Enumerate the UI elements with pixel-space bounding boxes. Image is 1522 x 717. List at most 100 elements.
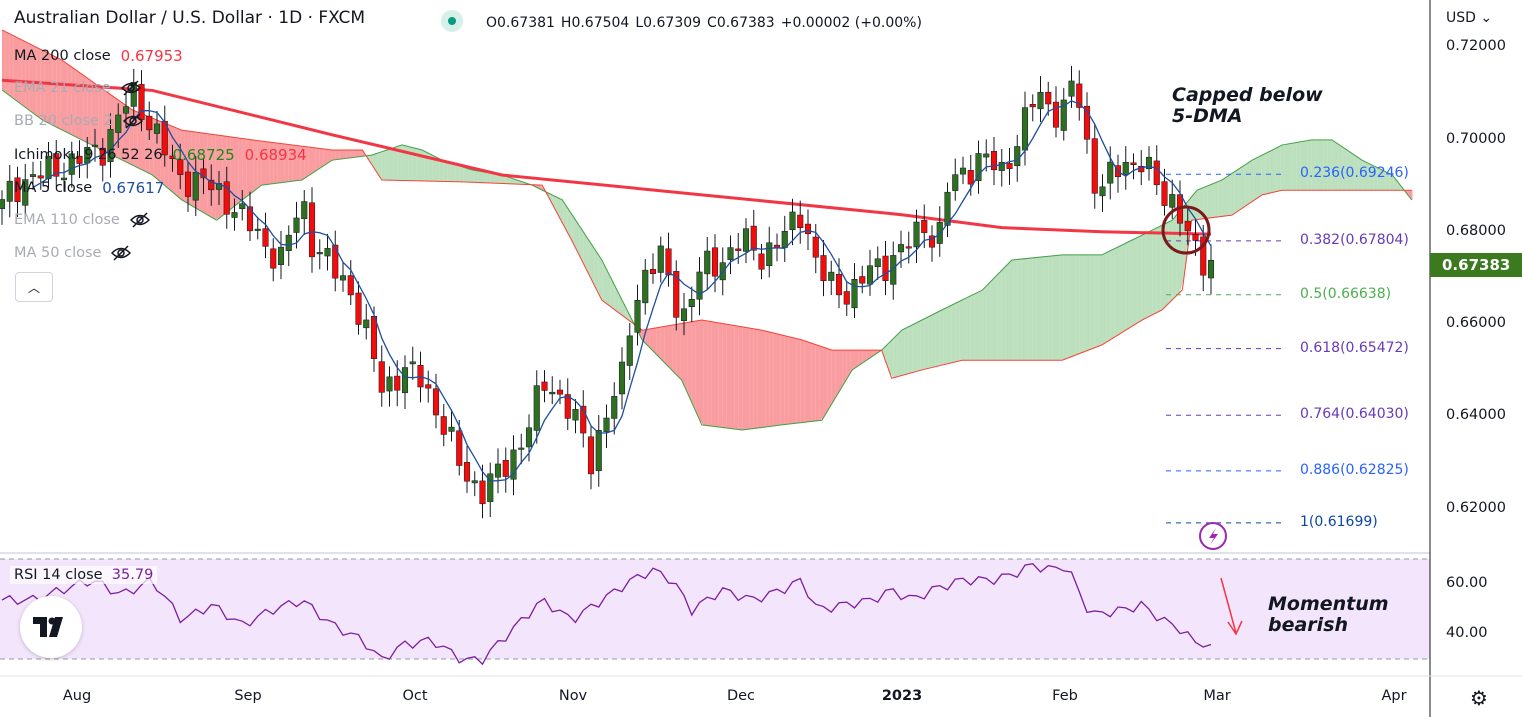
cloud-segment <box>137 112 142 170</box>
cloud-segment <box>207 133 212 218</box>
cloud-segment <box>381 150 386 181</box>
cloud-segment <box>44 51 49 124</box>
candle-body <box>580 405 587 434</box>
ma200-line <box>1 78 1212 236</box>
candle-body <box>1021 107 1029 151</box>
candle-body <box>440 416 447 435</box>
ohlc-open: O0.67381 <box>486 15 555 31</box>
cloud-segment <box>242 138 247 200</box>
price-tick: 0.64000 <box>1446 407 1506 423</box>
settings-gear-icon[interactable]: ⚙ <box>1470 686 1488 710</box>
candle-body <box>990 151 998 171</box>
legend-ema110[interactable]: EMA 110 close <box>14 212 150 228</box>
cloud-segment <box>1098 254 1103 347</box>
cloud-segment <box>389 147 394 181</box>
span-a-line <box>1 89 1413 431</box>
cloud-segment <box>315 147 320 171</box>
candle-body <box>53 153 60 177</box>
candle-body <box>138 84 145 120</box>
cloud-segment <box>1335 141 1339 191</box>
cloud-segment <box>649 328 653 351</box>
cloud-segment <box>777 333 781 426</box>
cloud-segment <box>405 145 409 181</box>
rsi-legend[interactable]: RSI 14 close 35.79 <box>10 566 158 584</box>
annotation-line: Momentum <box>1268 593 1389 615</box>
cloud-segment <box>939 309 944 366</box>
legend-ma50[interactable]: MA 50 close <box>14 245 132 261</box>
cloud-segment <box>1032 257 1037 361</box>
candle-body <box>804 223 812 235</box>
candle-body <box>913 221 920 248</box>
candle-body <box>107 129 114 162</box>
cloud-segment <box>579 225 584 264</box>
candle-body <box>866 265 874 285</box>
candle-body <box>270 248 277 269</box>
cloud-segment <box>908 324 913 374</box>
candle-body <box>928 235 936 248</box>
ohlc-readout: O0.67381 H0.67504 L0.67309 C0.67383 +0.00002… <box>486 15 928 31</box>
candle-body <box>758 253 765 270</box>
cloud-segment <box>91 80 95 147</box>
cloud-segment <box>56 57 61 129</box>
cloud-segment <box>1059 254 1064 361</box>
cloud-segment <box>1125 241 1130 331</box>
cloud-segment <box>680 323 684 386</box>
ma5-line <box>32 100 1212 482</box>
cloud-segment <box>780 334 785 426</box>
candle-body <box>944 191 951 226</box>
candle-body <box>921 220 928 233</box>
cloud-segment <box>40 49 45 122</box>
hidden-eye-icon[interactable] <box>111 245 132 261</box>
cloud-segment <box>889 338 894 378</box>
candle-body <box>122 106 130 114</box>
legend-ema21[interactable]: EMA 21 close <box>14 80 141 96</box>
tradingview-logo[interactable] <box>20 596 82 658</box>
cloud-segment <box>157 119 161 183</box>
cloud-segment <box>17 37 22 105</box>
cloud-segment <box>60 59 64 131</box>
candle-body <box>386 376 393 392</box>
candle-body <box>378 361 385 393</box>
candle-body <box>6 180 13 202</box>
legend-ichimoku[interactable]: Ichimoku 9 26 52 26 0.68725 0.68934 <box>14 146 307 164</box>
ohlc-low: L0.67309 <box>635 15 702 31</box>
candle-body <box>680 308 688 321</box>
cloud-segment <box>738 326 743 430</box>
currency-selector[interactable]: USD ⌄ <box>1446 10 1492 26</box>
candle-body <box>959 167 967 175</box>
cloud-segment <box>401 145 405 181</box>
symbol-title[interactable]: Australian Dollar / U.S. Dollar · 1D · F… <box>14 8 366 28</box>
cloud-segment <box>1284 143 1289 191</box>
cloud-segment <box>932 313 936 368</box>
cloud-segment <box>296 145 301 181</box>
cloud-segment <box>230 136 235 210</box>
legend-ma5[interactable]: MA 5 close 0.67617 <box>14 179 164 197</box>
hidden-eye-icon[interactable] <box>120 80 141 96</box>
cloud-segment <box>990 278 994 361</box>
time-tick: Mar <box>1203 688 1231 704</box>
legend-ma200[interactable]: MA 200 close 0.67953 <box>14 47 183 65</box>
hidden-eye-icon[interactable] <box>129 212 150 228</box>
cloud-segment <box>800 339 805 423</box>
cloud-segment <box>436 157 440 182</box>
rsi-tick: 60.00 <box>1446 575 1488 591</box>
candle-body <box>510 449 517 480</box>
cloud-segment <box>567 208 572 241</box>
fib-level-label: 0.618(0.65472) <box>1300 339 1409 356</box>
candle-body <box>936 222 943 244</box>
candle-body <box>843 291 850 305</box>
cloud-segment <box>591 243 595 287</box>
cloud-segment <box>304 146 309 179</box>
collapse-legend-button[interactable]: ︿ <box>15 272 53 302</box>
legend-bb20[interactable]: BB 20 close 2 <box>14 113 143 129</box>
hidden-eye-icon[interactable] <box>122 113 143 129</box>
cloud-segment <box>261 141 266 186</box>
ohlc-change: +0.00002 (+0.00%) <box>780 15 922 31</box>
candle-body <box>425 384 432 389</box>
fib-level-label: 0.236(0.69246) <box>1300 165 1409 182</box>
legend-label: MA 200 close <box>14 48 111 64</box>
cloud-segment <box>292 144 297 182</box>
time-tick: 2023 <box>881 688 923 704</box>
market-status-icon[interactable] <box>441 10 463 32</box>
